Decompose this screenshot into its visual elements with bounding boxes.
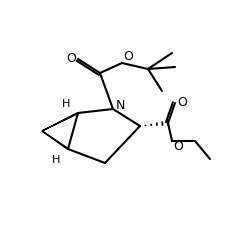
Text: H: H: [52, 154, 60, 164]
Text: O: O: [66, 51, 76, 64]
Text: H: H: [62, 99, 70, 109]
Polygon shape: [42, 113, 78, 131]
Text: O: O: [123, 50, 132, 63]
Polygon shape: [42, 131, 68, 150]
Text: O: O: [172, 139, 182, 152]
Text: O: O: [176, 95, 186, 108]
Text: N: N: [115, 99, 124, 112]
